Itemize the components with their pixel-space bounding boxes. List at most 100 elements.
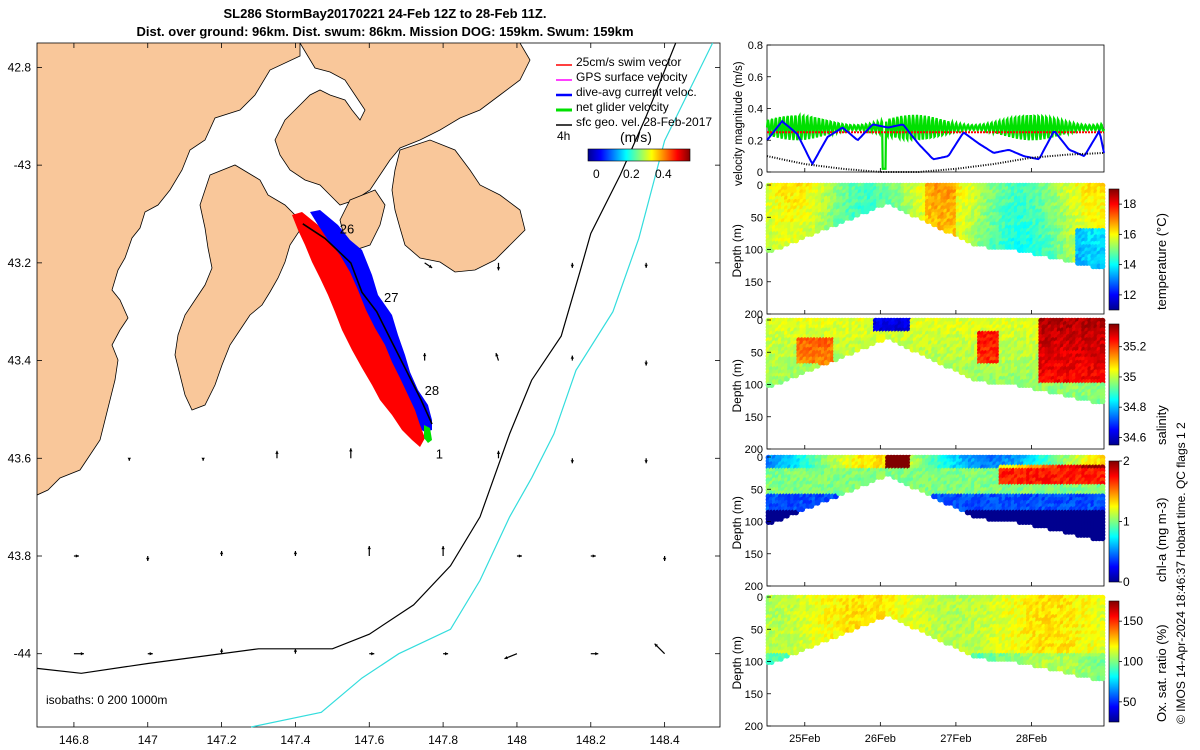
legend: 25cm/s swim vector GPS surface velocity … [556, 55, 712, 181]
map-xtick-7: 148.2 [576, 733, 606, 747]
salinity-section: 0 50 100 150 200 Depth (m) 34.6 34.8 35 35.2 salin… [730, 315, 1169, 456]
oxygen-section: 0 50 100 150 200 Depth (m) 50 100 150 Ox. sat. ra… [730, 592, 1169, 733]
chla-section-clabel: chl-a (mg m-3) [1154, 497, 1169, 582]
map-ytick-3: 43.4 [8, 354, 32, 368]
geo-velocity-vectors [73, 262, 667, 660]
chla-section-ctick-2: 2 [1123, 454, 1130, 468]
geo-vector-17 [219, 551, 224, 556]
temperature-section-ctick-2: 16 [1123, 227, 1137, 241]
salinity-section-ylabel: Depth (m) [730, 359, 744, 412]
speed-colorbar [587, 148, 691, 162]
salinity-section-data [765, 317, 1106, 405]
map-xtick-4: 147.6 [354, 733, 384, 747]
geo-vector-20 [441, 546, 445, 556]
geo-vector-11 [349, 448, 353, 459]
oxygen-section-ctick-1: 100 [1123, 655, 1143, 669]
geo-vector-9 [201, 457, 205, 461]
oxygen-section-ytick-3: 150 [745, 689, 763, 701]
time-tick-1: 26Feb [865, 733, 896, 745]
temperature-section-ytick-0: 0 [757, 180, 763, 192]
oxygen-section-colorbar [1108, 600, 1120, 723]
chla-section-ytick-1: 50 [751, 484, 763, 496]
geo-vector-4 [422, 353, 427, 361]
glider-track [302, 223, 433, 425]
geo-vector-18 [293, 551, 298, 556]
land-west [37, 43, 301, 496]
chla-section-ytick-0: 0 [757, 452, 763, 464]
temperature-section-ctick-3: 18 [1123, 197, 1137, 211]
velocity-ytick-4: 0.8 [748, 40, 763, 52]
time-axis: 25Feb 26Feb 27Feb 28Feb [789, 733, 1047, 745]
oxygen-section-ytick-1: 50 [751, 624, 763, 636]
map-xtick-0: 146.8 [59, 733, 89, 747]
time-tick-3: 28Feb [1016, 733, 1047, 745]
isobath-1000m [250, 42, 714, 728]
salinity-section-ctick-3: 35.2 [1123, 340, 1147, 354]
land-forestier [339, 189, 386, 251]
geo-vector-3 [644, 262, 648, 268]
geo-vector-32 [654, 643, 666, 655]
salinity-section-ytick-3: 150 [745, 412, 763, 424]
oxygen-section-clabel: Ox. sat. ratio (%) [1154, 624, 1169, 722]
temperature-section-ytick-3: 150 [745, 277, 763, 289]
map-xtick-6: 148 [507, 733, 527, 747]
oxygen-section-ytick-0: 0 [757, 592, 763, 604]
salinity-section-colorbar [1108, 323, 1120, 446]
geo-vector-16 [146, 556, 150, 561]
isobaths-label: isobaths: 0 200 1000m [46, 693, 167, 707]
series-dive-avg [766, 119, 1105, 166]
glider-vectors [292, 210, 433, 447]
time-tick-2: 27Feb [940, 733, 971, 745]
series-surface-geo [766, 151, 1105, 173]
temperature-section-ytick-1: 50 [751, 212, 763, 224]
land-tasman-peninsula [391, 139, 526, 273]
geo-vector-2 [570, 262, 575, 268]
salinity-section-ytick-1: 50 [751, 347, 763, 359]
geo-vector-27 [293, 648, 298, 654]
map-ytick-1: -43 [14, 158, 32, 172]
oxygen-section-ctick-2: 150 [1123, 614, 1143, 628]
land [37, 43, 531, 496]
velocity-ytick-0: 0 [757, 167, 763, 179]
net-velocity-swath [424, 425, 432, 443]
geo-vector-22 [590, 554, 596, 558]
temperature-section-data [765, 182, 1106, 270]
geo-vector-14 [644, 458, 648, 464]
temperature-section: 0 50 100 150 200 Depth (m) 12 14 16 18 temperature… [730, 180, 1169, 321]
geo-vector-30 [504, 653, 518, 660]
temperature-section-ctick-1: 14 [1123, 258, 1137, 272]
geo-vector-8 [127, 457, 131, 461]
chla-section-data [765, 454, 1106, 542]
title-line-1: SL286 StormBay20170221 24-Feb 12Z to 28-… [223, 6, 547, 21]
chla-section: 0 50 100 150 200 Depth (m) 0 1 2 chl-a (mg m-3) [730, 452, 1169, 593]
day-label-1: 27 [384, 290, 398, 305]
temperature-section-ylabel: Depth (m) [730, 224, 744, 277]
salinity-section-ytick-0: 0 [757, 315, 763, 327]
chla-section-ylabel: Depth (m) [730, 496, 744, 549]
legend-item-net: net glider velocity [556, 100, 669, 114]
map-ytick-6: -44 [14, 647, 32, 661]
salinity-section-ctick-2: 35 [1123, 370, 1137, 384]
geo-vector-12 [496, 450, 501, 459]
colorbar-label: (m/s) [620, 129, 652, 145]
salinity-section-ytick-4: 200 [745, 444, 763, 456]
geo-vector-28 [369, 652, 375, 656]
colorbar-tick-2: 0.4 [655, 167, 672, 181]
temperature-section-colorbar [1108, 188, 1120, 311]
legend-item-gps: GPS surface velocity [556, 70, 687, 84]
svg-text:GPS surface velocity: GPS surface velocity [576, 70, 687, 84]
colorbar-tick-1: 0.2 [623, 167, 640, 181]
chla-section-ytick-4: 200 [745, 581, 763, 593]
scale-label: 4h [557, 129, 570, 143]
oxygen-section-ctick-0: 50 [1123, 695, 1137, 709]
chla-section-ytick-3: 150 [745, 549, 763, 561]
geo-vector-19 [367, 546, 371, 556]
chla-section-ytick-2: 100 [745, 517, 763, 529]
oxygen-section-data [765, 594, 1106, 682]
velocity-panel: 0 0.2 0.4 0.6 0.8 velocity magnitude (m/s) [733, 40, 1106, 186]
title-line-2: Dist. over ground: 96km. Dist. swum: 86k… [136, 24, 634, 39]
day-label-2: 28 [425, 383, 439, 398]
svg-text:dive-avg current veloc.: dive-avg current veloc. [576, 85, 697, 99]
geo-vector-15 [73, 554, 79, 558]
